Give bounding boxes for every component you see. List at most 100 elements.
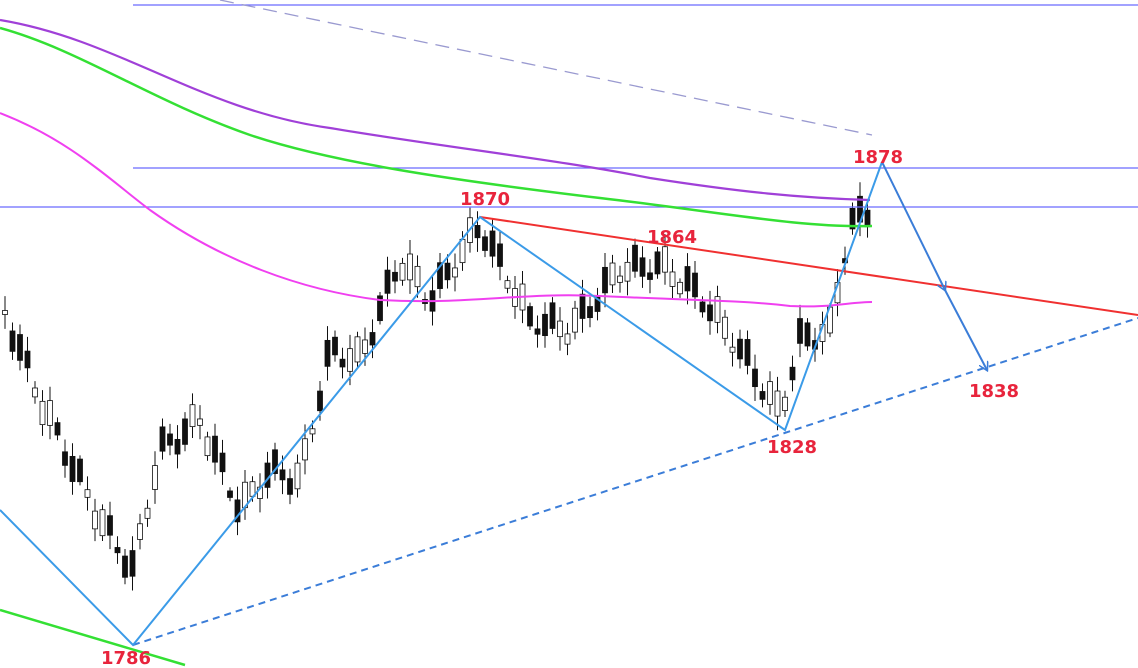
candlesticks <box>2 182 871 591</box>
candle-body <box>549 302 556 329</box>
candle-body <box>62 451 68 466</box>
candle-body <box>189 404 196 428</box>
candle-body <box>654 251 661 275</box>
candle-body <box>459 238 466 264</box>
candle-body <box>234 499 241 523</box>
candle-body <box>287 478 293 495</box>
candle-body <box>729 346 736 353</box>
candle-body <box>437 262 443 289</box>
candle-body <box>579 293 586 319</box>
price-label: 1828 <box>767 437 817 458</box>
candle-body <box>129 550 136 577</box>
candle-body <box>707 304 713 322</box>
candle-body <box>114 547 121 554</box>
candle-body <box>504 280 511 289</box>
candle-body <box>602 266 608 294</box>
candle-body <box>414 265 421 288</box>
candle-body <box>294 462 301 490</box>
candle-body <box>167 433 173 446</box>
candle-body <box>377 295 383 322</box>
candle-body <box>204 436 211 457</box>
candle-body <box>384 269 391 294</box>
candle-body <box>392 271 398 282</box>
candle-body <box>324 339 331 367</box>
candle-body <box>9 330 16 352</box>
forecast-arrow <box>944 289 987 370</box>
candle-body <box>272 449 278 474</box>
dashed-trendline <box>219 0 873 136</box>
candle-body <box>752 368 758 388</box>
candle-body <box>309 428 316 435</box>
candle-body <box>669 271 676 287</box>
candle-body <box>2 310 8 315</box>
candle-body <box>692 272 698 298</box>
candle-body <box>482 236 488 251</box>
candle-body <box>557 320 563 338</box>
candle-body <box>77 458 83 483</box>
forecast-arrow <box>881 161 945 290</box>
candle-body <box>542 313 548 337</box>
candle-body <box>662 246 668 273</box>
candle-body <box>527 306 533 327</box>
candle-body <box>572 307 578 333</box>
candle-body <box>609 262 616 286</box>
candle-body <box>144 507 151 519</box>
moving-average-green <box>0 26 873 228</box>
candle-body <box>99 509 106 537</box>
candle-body <box>339 358 346 368</box>
candle-body <box>587 306 593 319</box>
candle-body <box>317 390 323 412</box>
moving-average-purple <box>0 18 871 202</box>
candle-body <box>137 523 143 540</box>
zigzag-wave <box>0 161 883 647</box>
candle-body <box>362 339 368 354</box>
candle-body <box>647 272 653 280</box>
candle-body <box>332 336 338 356</box>
candle-body <box>864 209 871 228</box>
candle-body <box>722 316 728 339</box>
candle-body <box>774 390 781 417</box>
moving-average-green <box>0 608 186 667</box>
candle-body <box>107 515 113 536</box>
price-label: 1878 <box>853 147 903 168</box>
candle-body <box>54 422 61 436</box>
candle-body <box>804 322 811 347</box>
candle-body <box>152 465 158 490</box>
candle-body <box>182 418 188 445</box>
candle-body <box>474 225 481 239</box>
candle-body <box>617 275 623 283</box>
candle-body <box>497 243 503 267</box>
candle-body <box>534 328 541 335</box>
candle-body <box>639 257 646 277</box>
candle-body <box>444 262 451 281</box>
candle-body <box>92 510 98 530</box>
candle-body <box>789 366 796 381</box>
candle-body <box>122 555 128 578</box>
candle-body <box>782 396 788 411</box>
support-trendline <box>132 317 1138 646</box>
candle-body <box>714 296 721 323</box>
candle-body <box>32 387 38 398</box>
candle-body <box>632 244 638 272</box>
candle-body <box>737 338 743 360</box>
candle-body <box>489 230 496 257</box>
candle-body <box>39 400 46 426</box>
candle-body <box>197 418 203 426</box>
candle-body <box>302 438 308 461</box>
candle-body <box>24 350 31 369</box>
candle-body <box>699 301 706 313</box>
candle-body <box>69 455 76 482</box>
candle-body <box>17 334 23 361</box>
red-trendline <box>479 216 1138 316</box>
candle-body <box>347 348 353 372</box>
price-label: 1870 <box>460 189 510 210</box>
candle-body <box>279 469 286 481</box>
candle-body <box>452 267 458 278</box>
candle-body <box>797 318 803 344</box>
candle-body <box>369 332 376 346</box>
candle-body <box>159 426 166 452</box>
candle-body <box>407 253 413 281</box>
candle-body <box>684 266 691 292</box>
